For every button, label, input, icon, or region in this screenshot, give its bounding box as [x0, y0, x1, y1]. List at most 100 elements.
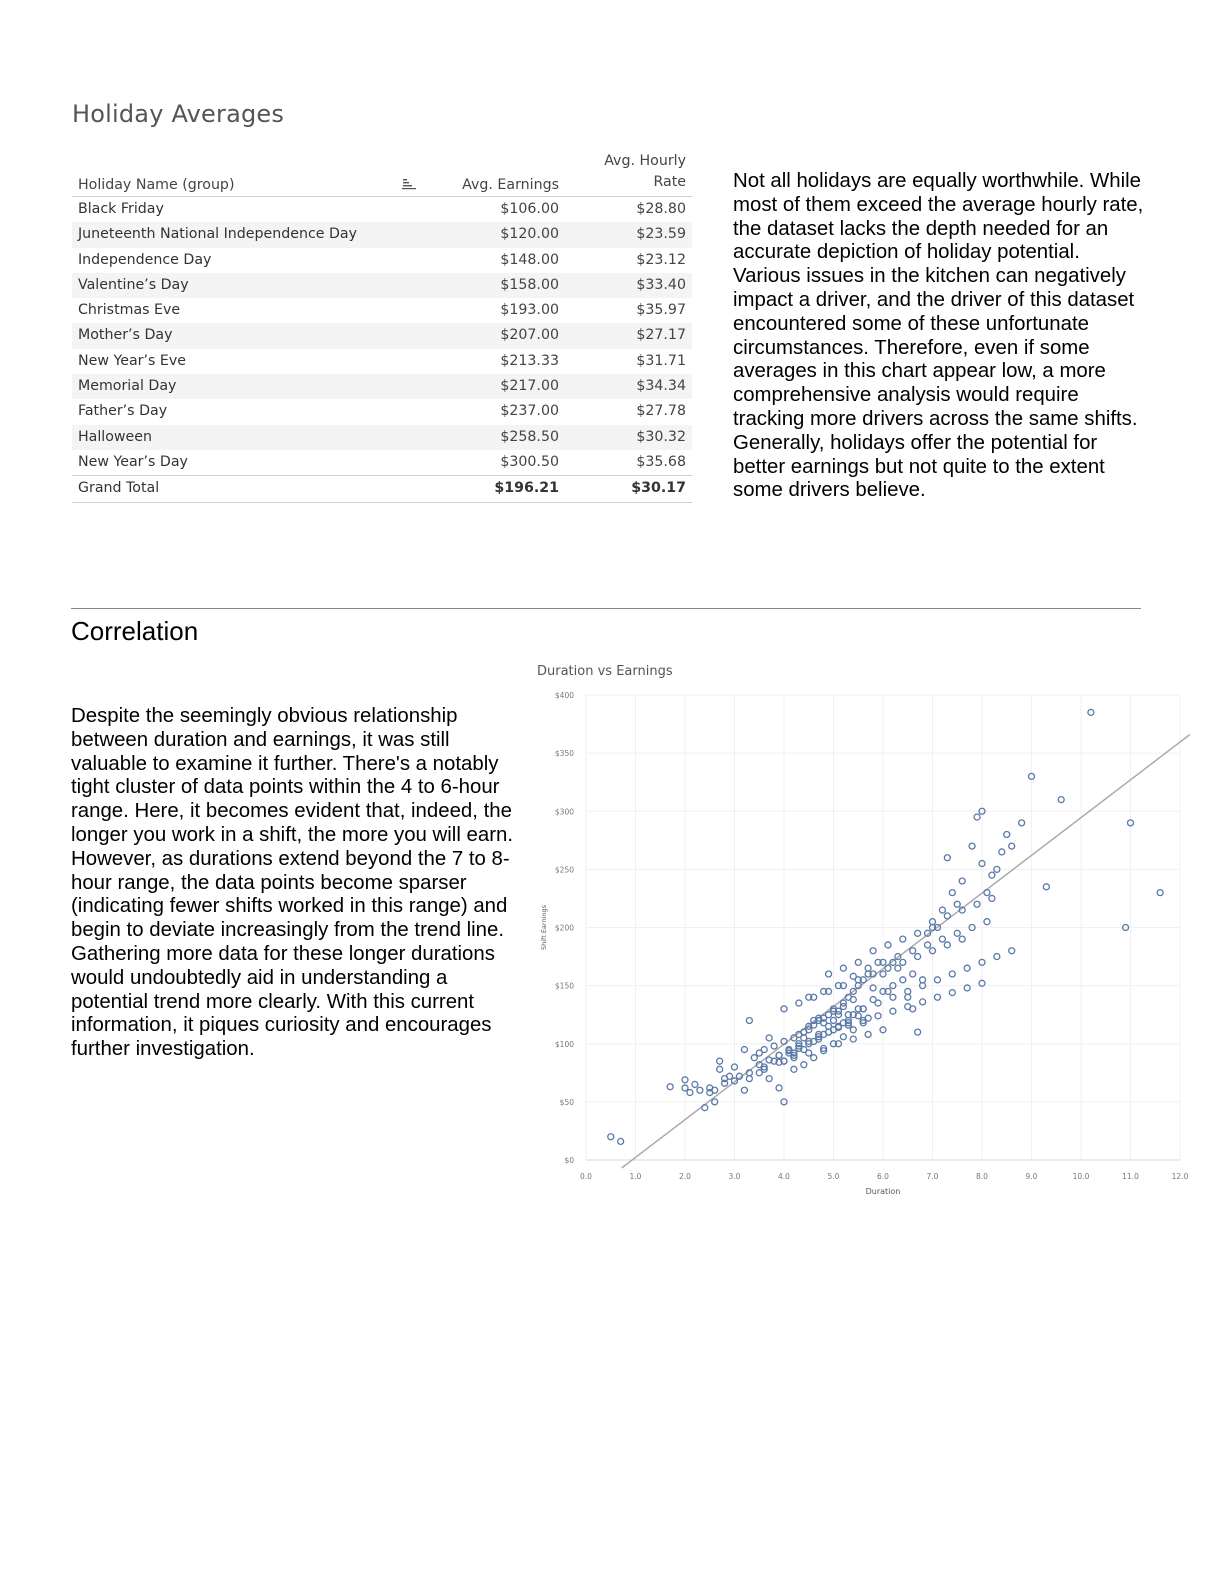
data-point[interactable] — [805, 993, 813, 1001]
data-point[interactable] — [894, 952, 902, 961]
data-point[interactable] — [913, 929, 922, 937]
data-point[interactable] — [800, 1034, 808, 1042]
data-point[interactable] — [617, 1137, 625, 1146]
data-point[interactable] — [819, 1044, 828, 1053]
data-point[interactable] — [839, 981, 848, 990]
data-point[interactable] — [819, 1014, 828, 1022]
data-point[interactable] — [869, 984, 877, 992]
data-point[interactable] — [869, 995, 877, 1004]
data-point[interactable] — [810, 993, 818, 1001]
data-point[interactable] — [978, 979, 986, 987]
sort-descending-icon[interactable] — [402, 178, 416, 190]
data-point[interactable] — [755, 1069, 763, 1077]
data-point[interactable] — [1156, 888, 1164, 897]
data-point[interactable] — [859, 976, 867, 984]
data-point[interactable] — [904, 1002, 912, 1011]
data-point[interactable] — [1042, 883, 1050, 891]
data-point[interactable] — [715, 1065, 724, 1073]
data-point[interactable] — [988, 894, 996, 903]
data-point[interactable] — [894, 964, 902, 972]
data-point[interactable] — [973, 900, 981, 908]
data-point[interactable] — [780, 1005, 788, 1013]
data-point[interactable] — [800, 1028, 808, 1036]
data-point[interactable] — [725, 1072, 734, 1080]
data-point[interactable] — [993, 952, 1001, 961]
data-point[interactable] — [884, 964, 892, 972]
data-point[interactable] — [824, 970, 833, 978]
data-point[interactable] — [889, 993, 897, 1001]
data-point[interactable] — [948, 988, 956, 997]
data-point[interactable] — [834, 981, 843, 990]
data-point[interactable] — [849, 972, 857, 980]
data-point[interactable] — [849, 995, 857, 1004]
data-point[interactable] — [889, 1007, 897, 1015]
data-point[interactable] — [859, 1016, 867, 1025]
data-point[interactable] — [745, 1074, 754, 1083]
data-point[interactable] — [701, 1104, 709, 1112]
data-point[interactable] — [968, 923, 976, 932]
data-point[interactable] — [1008, 842, 1016, 850]
data-point[interactable] — [879, 958, 887, 967]
data-point[interactable] — [814, 1030, 823, 1039]
data-point[interactable] — [923, 941, 932, 949]
data-point[interactable] — [790, 1034, 798, 1042]
data-point[interactable] — [810, 1021, 818, 1029]
data-point[interactable] — [770, 1042, 778, 1050]
data-point[interactable] — [765, 1034, 773, 1042]
data-point[interactable] — [666, 1083, 674, 1091]
data-point[interactable] — [874, 958, 882, 967]
data-point[interactable] — [1003, 830, 1011, 839]
data-point[interactable] — [819, 1047, 828, 1055]
data-point[interactable] — [864, 1030, 872, 1039]
data-point[interactable] — [730, 1077, 739, 1085]
data-point[interactable] — [795, 1044, 803, 1053]
data-point[interactable] — [795, 1042, 803, 1050]
data-point[interactable] — [844, 1011, 853, 1019]
column-header-holiday-name[interactable]: Holiday Name (group) — [78, 177, 235, 193]
data-point[interactable] — [958, 877, 966, 885]
data-point[interactable] — [879, 1026, 887, 1034]
data-point[interactable] — [884, 941, 892, 949]
data-point[interactable] — [810, 1054, 818, 1062]
data-point[interactable] — [943, 854, 952, 862]
data-point[interactable] — [711, 1098, 719, 1106]
data-point[interactable] — [750, 1054, 758, 1062]
data-point[interactable] — [854, 1012, 862, 1020]
data-point[interactable] — [740, 1086, 749, 1094]
data-point[interactable] — [780, 1037, 788, 1046]
data-point[interactable] — [681, 1076, 689, 1084]
data-point[interactable] — [844, 1019, 853, 1027]
data-point[interactable] — [745, 1069, 754, 1077]
data-point[interactable] — [849, 987, 857, 996]
data-point[interactable] — [953, 929, 961, 937]
data-point[interactable] — [805, 1049, 813, 1057]
data-point[interactable] — [869, 970, 877, 978]
data-point[interactable] — [948, 888, 956, 897]
data-point[interactable] — [755, 1061, 763, 1069]
data-point[interactable] — [923, 929, 932, 937]
data-point[interactable] — [854, 958, 862, 967]
data-point[interactable] — [795, 1040, 803, 1048]
data-point[interactable] — [899, 958, 907, 967]
data-point[interactable] — [780, 1057, 788, 1065]
data-point[interactable] — [849, 1011, 857, 1019]
data-point[interactable] — [943, 941, 952, 949]
data-point[interactable] — [928, 947, 937, 955]
data-point[interactable] — [849, 1026, 857, 1034]
data-point[interactable] — [765, 1074, 773, 1083]
data-point[interactable] — [963, 984, 971, 992]
data-point[interactable] — [933, 993, 942, 1001]
data-point[interactable] — [805, 1037, 813, 1046]
data-point[interactable] — [933, 923, 942, 932]
data-point[interactable] — [790, 1065, 798, 1073]
data-point[interactable] — [854, 976, 862, 984]
data-point[interactable] — [775, 1058, 783, 1067]
data-point[interactable] — [834, 1011, 843, 1019]
data-point[interactable] — [800, 1045, 808, 1054]
data-point[interactable] — [879, 987, 887, 996]
data-point[interactable] — [844, 1021, 853, 1029]
data-point[interactable] — [839, 964, 848, 972]
data-point[interactable] — [859, 1019, 867, 1027]
data-point[interactable] — [1121, 923, 1130, 932]
data-point[interactable] — [879, 970, 887, 978]
